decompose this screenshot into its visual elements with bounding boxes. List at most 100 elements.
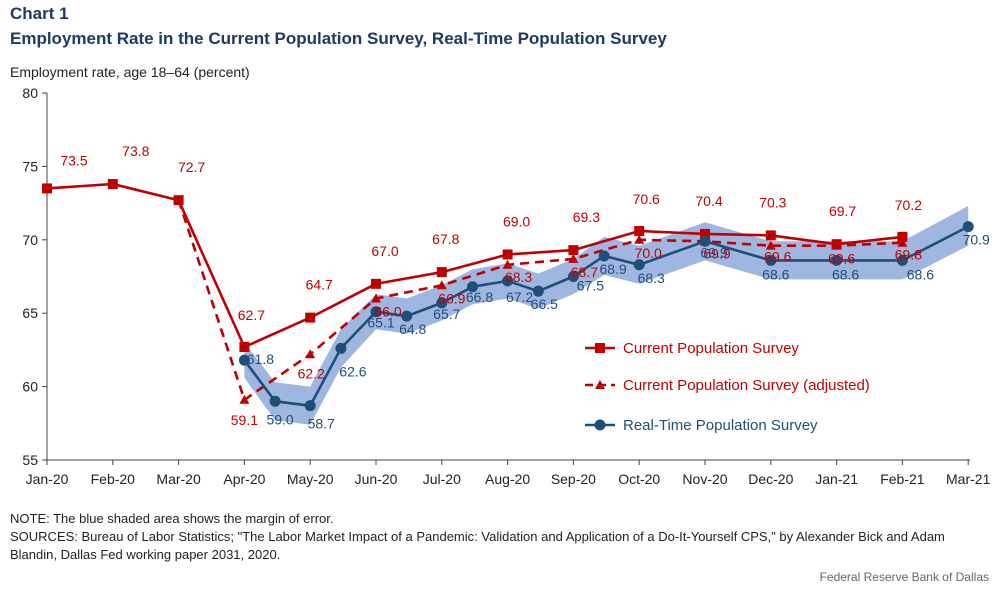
data-label: 68.6 — [762, 266, 789, 282]
data-point-marker — [502, 249, 513, 260]
data-point-marker — [598, 250, 610, 262]
data-point-marker — [831, 240, 842, 250]
data-point-marker — [897, 231, 908, 242]
y-tick-label: 60 — [22, 379, 38, 395]
data-label: 62.2 — [298, 365, 325, 381]
x-tick-label: Jan-21 — [815, 471, 858, 487]
y-tick-label: 75 — [22, 158, 38, 174]
x-tick-label: Sep-20 — [551, 471, 596, 487]
data-label: 69.3 — [573, 209, 600, 225]
series-line — [243, 225, 969, 407]
data-label: 62.7 — [238, 307, 265, 323]
data-point-marker — [173, 195, 184, 206]
y-tick-label: 70 — [22, 232, 38, 248]
data-point-marker — [765, 254, 777, 266]
data-label: 66.9 — [438, 290, 465, 306]
data-point-marker — [567, 271, 579, 282]
data-point-marker — [436, 280, 447, 290]
data-point-marker — [633, 259, 645, 271]
data-label: 68.6 — [832, 266, 859, 282]
data-label: 69.7 — [829, 203, 856, 219]
data-label: 68.3 — [638, 270, 665, 286]
data-point-marker — [568, 245, 579, 256]
y-tick-label: 80 — [22, 85, 38, 101]
legend-marker — [595, 380, 605, 389]
data-point-marker — [502, 259, 513, 269]
data-point-marker — [700, 228, 710, 239]
legend-marker — [594, 419, 606, 431]
data-point-marker — [634, 234, 645, 244]
data-label: 68.3 — [505, 269, 532, 285]
data-point-marker — [467, 281, 479, 293]
data-label: 61.8 — [247, 351, 274, 367]
data-label: 66.0 — [374, 304, 401, 320]
data-label: 62.6 — [339, 363, 366, 379]
data-point-marker — [371, 278, 381, 289]
data-label: 70.2 — [895, 197, 922, 213]
data-point-marker — [436, 267, 447, 278]
data-label: 69.9 — [703, 245, 730, 261]
series-line — [177, 199, 903, 402]
data-point-marker — [502, 275, 514, 287]
x-tick-label: Mar-21 — [946, 471, 991, 487]
data-label: 68.7 — [571, 264, 598, 280]
data-label: 59.1 — [231, 412, 258, 428]
data-label: 72.7 — [178, 159, 205, 175]
data-label: 59.0 — [266, 411, 293, 427]
y-axis-label: Employment rate, age 18–64 (percent) — [10, 64, 250, 80]
data-label: 70.9 — [963, 232, 990, 248]
data-label: 69.8 — [895, 247, 922, 263]
legend-label: Real-Time Population Survey — [623, 417, 818, 434]
chart-note: NOTE: The blue shaded area shows the mar… — [10, 511, 334, 526]
chart-title: Employment Rate in the Current Populatio… — [10, 29, 667, 48]
x-tick-label: Dec-20 — [748, 471, 793, 487]
data-point-marker — [42, 183, 52, 194]
data-label: 67.8 — [432, 231, 459, 247]
markers-group — [42, 179, 974, 412]
data-point-marker — [699, 235, 711, 247]
x-tick-label: Mar-20 — [156, 471, 201, 487]
data-point-marker — [107, 179, 118, 190]
data-point-marker — [896, 254, 908, 266]
data-label: 67.0 — [371, 243, 398, 259]
chart-sources: SOURCES: Bureau of Labor Statistics; "Th… — [10, 529, 945, 562]
x-tick-label: Jan-20 — [26, 471, 69, 487]
data-label: 69.6 — [828, 251, 855, 267]
data-point-marker — [765, 230, 776, 241]
data-label: 66.5 — [531, 296, 558, 312]
x-tick-label: Aug-20 — [485, 471, 530, 487]
legend: Current Population Survey Current Populat… — [585, 340, 870, 434]
data-point-marker — [335, 342, 347, 354]
legend-label: Current Population Survey — [623, 340, 799, 357]
data-label: 70.3 — [759, 194, 786, 210]
data-point-marker — [371, 293, 381, 303]
y-tick-label: 55 — [22, 452, 38, 468]
data-point-marker — [532, 285, 544, 297]
data-point-marker — [304, 400, 316, 412]
y-tick-label: 65 — [22, 305, 38, 321]
data-labels-group: 73.5 73.8 72.7 62.7 64.7 67.0 67.8 69.0 69.3 70.6… — [60, 143, 990, 432]
data-label: 67.2 — [506, 289, 533, 305]
data-point-marker — [239, 394, 250, 404]
data-point-marker — [897, 237, 908, 247]
data-point-marker — [962, 221, 974, 233]
x-tick-label: Jun-20 — [355, 471, 398, 487]
data-label: 64.8 — [399, 321, 426, 337]
data-point-marker — [269, 395, 281, 407]
data-label: 68.6 — [907, 266, 934, 282]
publisher-credit: Federal Reserve Bank of Dallas — [819, 570, 989, 584]
series-group — [46, 182, 969, 407]
data-point-marker — [765, 240, 776, 250]
data-point-marker — [305, 312, 316, 323]
data-label: 70.0 — [635, 245, 662, 261]
chart-label: Chart 1 — [10, 4, 69, 23]
legend-label: Current Population Survey (adjusted) — [623, 377, 870, 394]
data-label: 64.7 — [306, 277, 333, 293]
axes-group: 55 60 65 70 75 80 Jan-20 Feb-20 Mar-20 Apr-20 May-… — [22, 85, 990, 487]
data-label: 58.7 — [308, 416, 335, 432]
data-point-marker — [305, 349, 316, 359]
x-tick-label: Feb-20 — [91, 471, 136, 487]
x-tick-label: May-20 — [287, 471, 334, 487]
data-point-marker — [634, 225, 645, 236]
